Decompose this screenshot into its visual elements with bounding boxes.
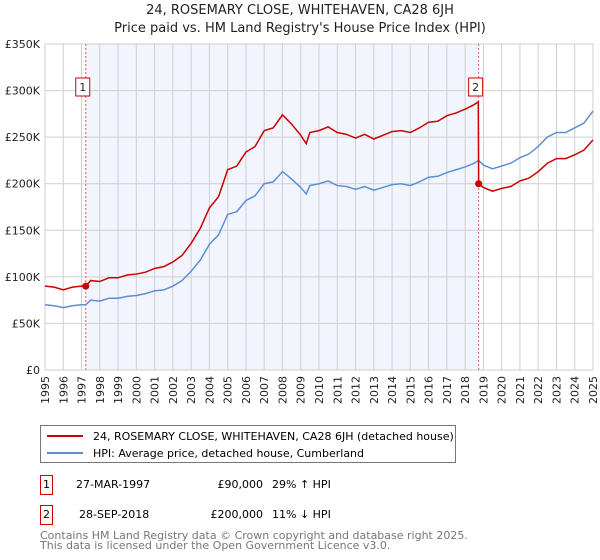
legend-label-hpi: HPI: Average price, detached house, Cumb…: [93, 446, 365, 460]
transaction-hpi: 11% ↓ HPI: [272, 508, 331, 521]
x-tick-label: 2023: [550, 376, 563, 404]
x-tick-label: 2009: [295, 376, 308, 404]
x-tick-label: 2007: [258, 376, 271, 404]
y-tick-label: £100K: [5, 271, 41, 284]
y-tick-label: £350K: [5, 38, 41, 51]
property-price-line: [44, 100, 594, 291]
line-chart: 1995 1996 1997 1998 1999 2000 2001 2002 2003 2004…: [5, 38, 600, 404]
y-tick-label: £50K: [12, 317, 41, 330]
annotation-box: [75, 77, 91, 97]
footer-line-1: Contains HM Land Registry data © Crown c…: [40, 529, 468, 542]
x-tick-label: 2010: [313, 376, 326, 404]
x-tick-label: 2005: [222, 376, 235, 404]
x-tick-label: 1999: [112, 376, 125, 404]
legend-swatch-red: [47, 435, 83, 437]
x-tick-label: 2020: [496, 376, 509, 404]
y-tick-label: £300K: [5, 85, 41, 98]
y-tick-label: £0: [26, 364, 40, 377]
annotation-box: [468, 77, 484, 97]
legend-swatch-blue: [47, 452, 83, 454]
x-tick-label: 2012: [350, 376, 363, 404]
y-tick-label: £200K: [5, 178, 41, 191]
x-tick-label: 1997: [76, 376, 89, 404]
annotation-label: 1: [79, 81, 86, 94]
legend-item-hpi: HPI: Average price, detached house, Cumb…: [47, 445, 364, 461]
annotation-label: 2: [472, 81, 479, 94]
chart-subtitle: Price paid vs. HM Land Registry's House …: [114, 21, 486, 36]
chart-title: 24, ROSEMARY CLOSE, WHITEHAVEN, CA28 6JH: [146, 3, 454, 18]
x-tick-label: 2006: [240, 376, 253, 404]
legend-label-property: 24, ROSEMARY CLOSE, WHITEHAVEN, CA28 6JH…: [93, 429, 454, 443]
x-tick-label: 2002: [167, 376, 180, 404]
x-tick-label: 1996: [57, 376, 70, 404]
y-tick-label: £150K: [5, 224, 41, 237]
x-tick-label: 2013: [368, 376, 381, 404]
transaction-marker: 1: [40, 475, 53, 495]
legend-item-property: 24, ROSEMARY CLOSE, WHITEHAVEN, CA28 6JH…: [47, 428, 454, 444]
x-tick-label: 1998: [94, 376, 107, 404]
x-tick-label: 2018: [459, 376, 472, 404]
x-tick-label: 2022: [532, 376, 545, 404]
footer: Contains HM Land Registry data © Crown c…: [40, 529, 468, 552]
x-tick-label: 2017: [441, 376, 454, 404]
x-tick-label: 2021: [514, 376, 527, 404]
footer-line-2: This data is licensed under the Open Gov…: [40, 539, 391, 552]
transaction-hpi: 29% ↑ HPI: [272, 478, 331, 491]
x-tick-label: 2000: [130, 376, 143, 404]
x-tick-label: 2019: [477, 376, 490, 404]
x-tick-label: 2003: [185, 376, 198, 404]
sale-point: [82, 282, 90, 290]
hpi-line: [44, 110, 594, 309]
transaction-date: 28-SEP-2018: [79, 508, 150, 521]
x-tick-label: 2004: [203, 376, 216, 404]
y-tick-label: £250K: [5, 131, 41, 144]
transaction-price: £90,000: [217, 478, 264, 491]
x-tick-label: 2011: [331, 376, 344, 404]
transaction-date: 27-MAR-1997: [76, 478, 151, 491]
sale-point: [475, 180, 483, 188]
x-tick-label: 2001: [149, 376, 162, 404]
transaction-marker: 2: [40, 505, 53, 525]
x-tick-label: 2015: [404, 376, 417, 404]
x-tick-label: 2016: [423, 376, 436, 404]
legend: 24, ROSEMARY CLOSE, WHITEHAVEN, CA28 6JH…: [40, 425, 456, 463]
x-tick-label: 2024: [569, 376, 582, 404]
x-tick-label: 1995: [39, 376, 52, 404]
transaction-row: 1 27-MAR-1997 £90,000 29% ↑ HPI: [40, 475, 540, 495]
transaction-row: 2 28-SEP-2018 £200,000 11% ↓ HPI: [40, 505, 540, 525]
x-tick-label: 2008: [276, 376, 289, 404]
transaction-price: £200,000: [210, 508, 264, 521]
x-tick-label: 2014: [386, 376, 399, 404]
x-tick-label: 2025: [587, 376, 600, 404]
